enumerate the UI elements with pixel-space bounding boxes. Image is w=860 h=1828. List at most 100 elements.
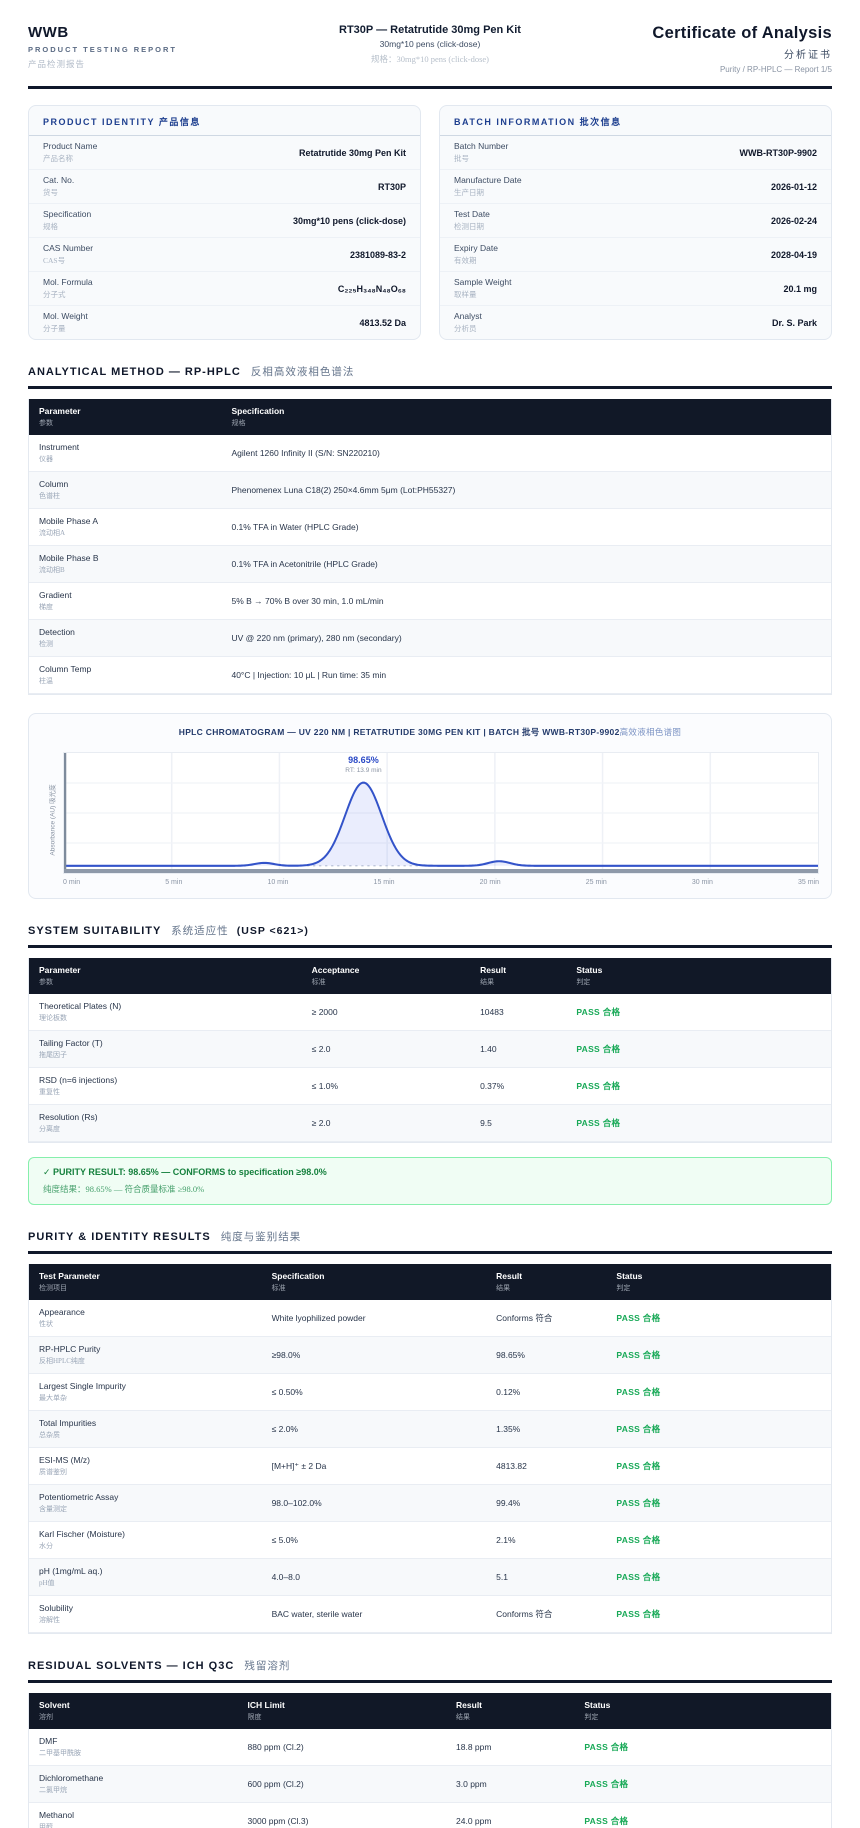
- param-name: Total Impurities: [39, 1418, 97, 1428]
- field-label-zh: 规格: [43, 222, 58, 231]
- result-value: 1.35%: [496, 1424, 521, 1434]
- solvent-row: Dichloromethane 二氯甲烷 600 ppm (Cl.2) 3.0 …: [29, 1766, 831, 1803]
- purity-result-banner: ✓ PURITY RESULT: 98.65% — CONFORMS to sp…: [28, 1157, 832, 1205]
- suitability-table-header: Parameter 参数 Acceptance 标准 Result 结果 Sta…: [29, 958, 831, 994]
- suitability-row: Theoretical Plates (N) 理论板数 ≥ 2000 10483…: [29, 994, 831, 1031]
- purity-row: Solubility 溶解性 BAC water, sterile water …: [29, 1596, 831, 1633]
- purity-row: Largest Single Impurity 最大单杂 ≤ 0.50% 0.1…: [29, 1374, 831, 1411]
- param-name-zh: 仪器: [39, 455, 53, 463]
- param-spec: 5% B → 70% B over 30 min, 1.0 mL/min: [231, 596, 384, 606]
- field-label: Cat. No.: [43, 175, 75, 185]
- report-header: WWB PRODUCT TESTING REPORT 产品检测报告 RT30P …: [28, 24, 832, 74]
- info-row: Mol. Weight 分子量 4813.52 Da: [29, 306, 420, 339]
- batch-information-title: BATCH INFORMATION 批次信息: [440, 106, 831, 136]
- result-value: 2.1%: [496, 1535, 516, 1545]
- field-value: 20.1 mg: [783, 283, 817, 294]
- field-value: 2026-02-24: [770, 215, 817, 226]
- spec-value: ≤ 2.0%: [271, 1424, 298, 1434]
- status-badge: PASS 合格: [616, 1424, 661, 1434]
- field-label: Mol. Formula: [43, 277, 93, 287]
- x-axis-tick: 20 min: [479, 879, 501, 886]
- certificate-title-zh: 分析证书: [783, 50, 832, 61]
- column-header: Result 结果: [496, 1271, 523, 1292]
- info-row: Manufacture Date 生产日期 2026-01-12: [440, 170, 831, 204]
- column-header: ICH Limit 限度: [247, 1700, 285, 1721]
- field-value: RT30P: [377, 181, 406, 192]
- result-value: 18.8 ppm: [456, 1742, 492, 1752]
- acceptance-value: ≥ 2.0: [311, 1118, 331, 1128]
- param-name: Potentiometric Assay: [39, 1492, 119, 1502]
- chromatogram-panel: HPLC CHROMATOGRAM — UV 220 NM | RETATRUT…: [28, 713, 832, 899]
- column-header: Result 结果: [456, 1700, 483, 1721]
- solvent-name: Dichloromethane: [39, 1773, 104, 1783]
- info-row: Analyst 分析员 Dr. S. Park: [440, 306, 831, 339]
- x-axis-ticks: 0 min 5 min 10 min 15 min 20 min 25 min 30 min…: [63, 879, 819, 888]
- purity-table-header: Test Parameter 检测项目 Specification 标准 Res…: [29, 1264, 831, 1300]
- field-value: 2381089-83-2: [349, 249, 406, 260]
- certificate-title: Certificate of Analysis: [652, 24, 832, 42]
- param-name-zh: 分离度: [39, 1125, 60, 1133]
- param-name: RP-HPLC Purity: [39, 1344, 101, 1354]
- purity-row: Total Impurities 总杂质 ≤ 2.0% 1.35% PASS 合…: [29, 1411, 831, 1448]
- purity-row: RP-HPLC Purity 反相HPLC纯度 ≥98.0% 98.65% PA…: [29, 1337, 831, 1374]
- result-value: 4813.82: [496, 1461, 527, 1471]
- param-name-zh: 理论板数: [39, 1014, 67, 1022]
- section-title-suitability: SYSTEM SUITABILITY 系统适应性 (USP <621>): [28, 925, 309, 937]
- result-value: Conforms 符合: [496, 1313, 553, 1323]
- purity-result-line: ✓ PURITY RESULT: 98.65% — CONFORMS to sp…: [43, 1167, 327, 1177]
- column-header: Specification 规格: [231, 406, 285, 427]
- field-label-zh: CAS号: [43, 256, 66, 265]
- field-label: Product Name: [43, 141, 98, 151]
- spec-value: ≤ 5.0%: [271, 1535, 298, 1545]
- field-label-zh: 批号: [454, 154, 469, 163]
- method-row: Detection 检测 UV @ 220 nm (primary), 280 …: [29, 620, 831, 657]
- param-name-zh: 流动相A: [39, 529, 66, 537]
- column-header: Specification 标准: [271, 1271, 325, 1292]
- field-label: Analyst: [454, 311, 482, 321]
- section-title-purity: PURITY & IDENTITY RESULTS 纯度与鉴别结果: [28, 1231, 302, 1243]
- field-label-zh: 产品名称: [43, 154, 73, 163]
- x-axis-tick: 35 min: [797, 879, 819, 886]
- method-row: Column Temp 柱温 40°C | Injection: 10 μL |…: [29, 657, 831, 694]
- brand-subtitle-zh: 产品检测报告: [28, 59, 86, 69]
- param-name-zh: 梯度: [39, 603, 53, 611]
- status-badge: PASS 合格: [616, 1609, 661, 1619]
- field-label-zh: 有效期: [454, 256, 477, 265]
- batch-information-panel: BATCH INFORMATION 批次信息 Batch Number 批号 W…: [439, 105, 832, 340]
- spec-value: [M+H]⁺ ± 2 Da: [271, 1460, 327, 1471]
- param-name: Detection: [39, 627, 75, 637]
- param-name: Karl Fischer (Moisture): [39, 1529, 125, 1539]
- section-rule: [28, 1251, 832, 1254]
- column-header: Solvent 溶剂: [39, 1700, 70, 1721]
- info-row: Test Date 检测日期 2026-02-24: [440, 204, 831, 238]
- section-title-method: ANALYTICAL METHOD — RP-HPLC 反相高效液相色谱法: [28, 366, 355, 378]
- system-suitability-table: Parameter 参数 Acceptance 标准 Result 结果 Sta…: [28, 958, 832, 1143]
- param-name: Theoretical Plates (N): [39, 1001, 122, 1011]
- column-header: Parameter 参数: [39, 406, 81, 427]
- result-value: 98.65%: [496, 1350, 525, 1360]
- status-badge: PASS 合格: [616, 1350, 661, 1360]
- field-label: Manufacture Date: [454, 175, 522, 185]
- info-row: Product Name 产品名称 Retatrutide 30mg Pen K…: [29, 136, 420, 170]
- residual-solvents-table: Solvent 溶剂 ICH Limit 限度 Result 结果 Status…: [28, 1693, 832, 1828]
- field-label-zh: 分子量: [43, 324, 66, 333]
- x-axis-tick: 15 min: [373, 879, 395, 886]
- solvent-name: DMF: [39, 1736, 58, 1746]
- param-name-zh: 溶解性: [39, 1616, 60, 1624]
- param-name: ESI-MS (M/z): [39, 1455, 90, 1465]
- x-axis-tick: 10 min: [267, 879, 289, 886]
- info-row: Mol. Formula 分子式 C₂₂₅H₃₄₈N₄₈O₆₈: [29, 272, 420, 306]
- product-subtitle-zh: 规格：30mg*10 pens (click-dose): [370, 54, 490, 64]
- param-name-zh: 流动相B: [39, 566, 65, 574]
- status-badge: PASS 合格: [616, 1572, 661, 1582]
- chromatogram-title: HPLC CHROMATOGRAM — UV 220 NM | RETATRUT…: [178, 727, 682, 737]
- param-name: Largest Single Impurity: [39, 1381, 126, 1391]
- report-number-line: Purity / RP-HPLC — Report 1/5: [719, 65, 832, 74]
- purity-result-line-zh: 纯度结果：98.65% — 符合质量标准 ≥98.0%: [43, 1184, 205, 1194]
- info-row: Cat. No. 货号 RT30P: [29, 170, 420, 204]
- field-label-zh: 货号: [43, 188, 58, 197]
- status-badge: PASS 合格: [616, 1387, 661, 1397]
- param-name: Column: [39, 479, 69, 489]
- param-name: Instrument: [39, 442, 80, 452]
- section-rule: [28, 386, 832, 389]
